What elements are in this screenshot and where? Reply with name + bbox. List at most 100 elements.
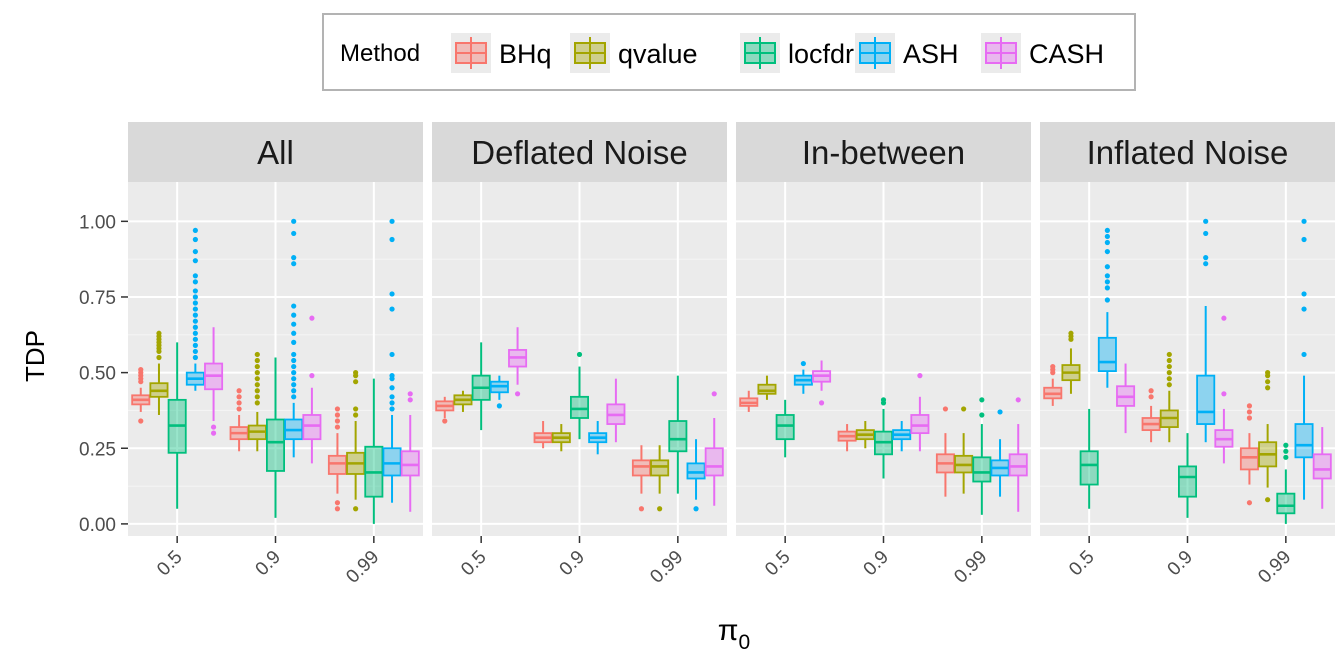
- box-locfdr-0-99: [364, 378, 384, 524]
- box-qvalue-0-99: [650, 445, 670, 512]
- outlier-point: [291, 376, 297, 382]
- box-locfdr-0-9: [874, 397, 894, 479]
- box-body: [1079, 450, 1099, 486]
- strip-bg: [128, 122, 423, 182]
- box-bhq-0-5: [435, 396, 455, 424]
- box-body: [327, 454, 347, 475]
- box-qvalue-0-9: [551, 424, 571, 452]
- outlier-point: [291, 370, 297, 376]
- box-qvalue-0-5: [1061, 330, 1081, 394]
- box-body: [650, 459, 670, 477]
- outlier-point: [192, 336, 198, 342]
- box-body: [631, 459, 651, 477]
- legend: Method BHq qvalue locfdr ASH CASH: [322, 13, 1136, 91]
- outlier-point: [496, 403, 502, 409]
- x-tick-label: 0.99: [646, 547, 687, 588]
- outlier-point: [1301, 351, 1307, 358]
- box-body: [1276, 492, 1296, 515]
- outlier-point: [1221, 391, 1227, 397]
- outlier-point: [942, 406, 949, 412]
- outlier-point: [1246, 415, 1253, 421]
- outlier-point: [1148, 388, 1154, 394]
- box-cash-0-9: [302, 315, 322, 464]
- outlier-point: [1104, 264, 1110, 270]
- outlier-point: [192, 288, 198, 294]
- box-cash-0-99: [400, 391, 420, 512]
- box-cash-0-5: [204, 327, 224, 436]
- legend-label: qvalue: [618, 39, 698, 69]
- box-bhq-0-5: [739, 390, 759, 412]
- box-ash-0-99: [382, 218, 402, 503]
- outlier-point: [192, 279, 198, 285]
- box-ash-0-5: [489, 375, 509, 409]
- outlier-point: [1104, 279, 1110, 285]
- outlier-point: [192, 348, 198, 355]
- outlier-point: [1104, 273, 1110, 279]
- x-tick-label: 0.5: [457, 547, 491, 581]
- outlier-point: [334, 506, 341, 512]
- outlier-point: [1221, 315, 1227, 321]
- outlier-point: [1166, 376, 1172, 382]
- outlier-point: [1104, 248, 1110, 255]
- outlier-point: [254, 394, 260, 400]
- outlier-point: [1104, 285, 1110, 291]
- outlier-point: [389, 394, 395, 400]
- outlier-point: [1166, 363, 1172, 370]
- box-body: [757, 383, 777, 395]
- box-body: [910, 414, 930, 435]
- outlier-point: [1203, 261, 1209, 267]
- x-tick-label: 0.9: [860, 547, 894, 581]
- outlier-point: [1166, 370, 1172, 376]
- outlier-point: [291, 230, 297, 237]
- box-ash-0-9: [588, 421, 608, 455]
- box-qvalue-0-99: [1258, 370, 1278, 503]
- box-bhq-0-9: [229, 388, 249, 452]
- strip-title: In-between: [802, 134, 965, 171]
- outlier-point: [1283, 448, 1289, 454]
- outlier-point: [192, 227, 198, 234]
- y-tick-label: 0.75: [79, 288, 116, 309]
- outlier-point: [353, 370, 359, 376]
- box-bhq-0-99: [935, 406, 955, 497]
- box-ash-0-9: [284, 218, 304, 458]
- outlier-point: [291, 303, 297, 309]
- x-axis-label-subscript: 0: [739, 631, 751, 654]
- box-ash-0-5: [1097, 227, 1117, 388]
- outlier-point: [711, 391, 717, 397]
- outlier-point: [192, 236, 198, 243]
- box-ash-0-9: [892, 421, 912, 452]
- outlier-point: [353, 412, 359, 418]
- box-cash-0-5: [1116, 363, 1136, 434]
- outlier-point: [254, 357, 260, 364]
- outlier-point: [1068, 330, 1074, 336]
- strip-bg: [432, 122, 727, 182]
- box-locfdr-0-99: [668, 375, 688, 494]
- outlier-point: [291, 363, 297, 370]
- x-tick-label: 0.99: [1254, 547, 1295, 588]
- box-ash-0-99: [686, 439, 706, 512]
- box-body: [400, 450, 420, 477]
- outlier-point: [1301, 218, 1307, 224]
- box-cash-0-5: [508, 327, 528, 397]
- outlier-point: [1246, 403, 1253, 409]
- outlier-point: [1203, 218, 1209, 224]
- outlier-point: [156, 330, 162, 336]
- x-tick-label: 0.5: [153, 547, 187, 581]
- outlier-point: [1166, 351, 1172, 358]
- outlier-point: [192, 306, 198, 312]
- outlier-point: [1283, 454, 1289, 460]
- outlier-point: [334, 406, 341, 412]
- y-axis: 0.00 0.25 0.50 0.75 1.00: [79, 212, 128, 536]
- box-cash-0-9: [1214, 315, 1234, 464]
- outlier-point: [1148, 394, 1154, 400]
- x-tick-label: 0.9: [556, 547, 590, 581]
- outlier-point: [138, 418, 144, 424]
- outlier-point: [389, 373, 395, 379]
- outlier-point: [334, 424, 341, 430]
- legend-item-cash: CASH: [981, 33, 1104, 73]
- outlier-point: [1203, 255, 1209, 261]
- box-locfdr-0-5: [1079, 408, 1099, 509]
- outlier-point: [236, 394, 242, 400]
- outlier-point: [961, 406, 967, 412]
- box-locfdr-0-9: [265, 357, 285, 518]
